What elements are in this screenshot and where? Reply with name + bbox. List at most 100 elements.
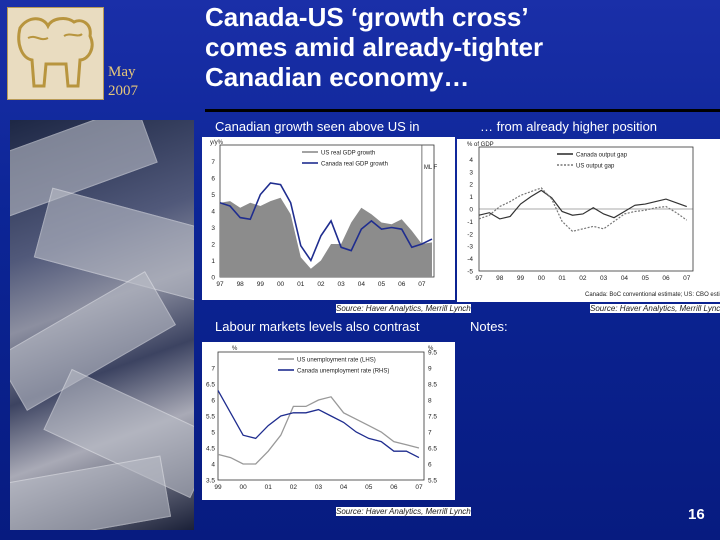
chart1-caption: Canadian growth seen above US in — [215, 119, 420, 134]
output-gap-chart: 4 3 2 1 0 -1 -2 -3 -4 -597 98 99 00 01 02 03 04 05 06 07 % o… — [467, 142, 720, 298]
series-line-us-unemployment — [217, 396, 420, 465]
legend-box — [555, 149, 635, 171]
y-tick-label: -5 — [467, 269, 473, 276]
y-tick-label: -2 — [467, 231, 473, 238]
notes-label: Notes: — [470, 319, 508, 334]
forecast-annotation: ML F — [424, 165, 438, 171]
x-tick-label: 05 — [642, 275, 650, 282]
y-axis-label-left: % — [232, 346, 238, 352]
chart2-caption: … from already higher position — [480, 119, 658, 134]
y-tick-label-right: 6.5 — [428, 446, 437, 453]
x-tick-label: 99 — [257, 281, 265, 288]
series-line-canada-unemployment — [217, 390, 420, 459]
y-tick-label: 1 — [469, 194, 473, 201]
y-tick-label: 2 — [469, 182, 473, 189]
y-tick-label-left: 5 — [211, 430, 215, 437]
y-tick-label-left: 7 — [211, 366, 215, 373]
x-tick-label: 07 — [415, 484, 423, 491]
chart3-caption: Labour markets levels also contrast — [215, 319, 420, 334]
unemployment-chart: 7 6.5 6 5.5 5 4.5 4 3.5 9.5 9 8.5 8 7.5 7 6.5 6 5.5 99 00 0… — [206, 346, 437, 491]
series-line-canada-gdp — [219, 182, 433, 263]
y-tick-label-right: 6 — [428, 462, 432, 469]
y-tick-label: -1 — [467, 219, 473, 226]
y-tick-label: 6 — [211, 176, 215, 183]
date-label: May 2007 — [108, 64, 138, 99]
x-tick-label: 05 — [378, 281, 386, 288]
y-tick-label: 3 — [469, 169, 473, 176]
x-tick-label: 00 — [538, 275, 546, 282]
x-tick-label: 04 — [621, 275, 629, 282]
legend-entry: Canada real GDP growth — [321, 162, 388, 168]
y-tick-label: 2 — [211, 242, 215, 249]
plot-frame — [217, 351, 425, 481]
y-tick-label: 4 — [469, 157, 473, 164]
x-tick-label: 03 — [338, 281, 346, 288]
x-tick-label: 98 — [237, 281, 245, 288]
x-tick-label: 99 — [214, 484, 222, 491]
x-tick-label: 07 — [683, 275, 691, 282]
x-tick-label: 00 — [277, 281, 285, 288]
chart-footnote: Canada: BoC conventional estimate; US: C… — [585, 292, 720, 298]
y-tick-label-right: 8.5 — [428, 382, 437, 389]
chart-output-gap-panel: 4 3 2 1 0 -1 -2 -3 -4 -5 97 98 99 00 01 02 03 04 05 06 07 % o… — [457, 139, 720, 302]
legend-entry: Canada output gap — [576, 153, 628, 159]
y-tick-label-right: 9 — [428, 366, 432, 373]
series-line-canada-output-gap — [478, 189, 687, 220]
x-tick-label: 03 — [315, 484, 323, 491]
x-tick-label: 99 — [517, 275, 525, 282]
y-axis-label: y/y% — [210, 140, 224, 146]
x-tick-label: 97 — [475, 275, 483, 282]
y-tick-label: 1 — [211, 258, 215, 265]
legend-entry: Canada unemployment rate (RHS) — [297, 369, 389, 375]
title-line-1: Canada-US ‘growth cross’ — [205, 2, 529, 32]
y-tick-label: -4 — [467, 256, 473, 263]
slide-title: Canada-US ‘growth cross’ comes amid alre… — [205, 2, 705, 92]
y-axis-label: % of GDP — [467, 142, 494, 148]
y-axis-label-right: % — [428, 346, 434, 352]
y-tick-label: 4 — [211, 209, 215, 216]
banknote-image — [33, 187, 194, 305]
y-tick-label: 0 — [211, 275, 215, 282]
x-tick-label: 07 — [418, 281, 426, 288]
y-tick-label: 3 — [211, 225, 215, 232]
y-tick-label: -3 — [467, 244, 473, 251]
y-tick-label: 7 — [211, 159, 215, 166]
x-tick-label: 01 — [297, 281, 305, 288]
currency-collage-image — [10, 120, 194, 530]
chart1-source: Source: Haver Analytics, Merrill Lynch — [336, 304, 471, 313]
title-line-3: Canadian economy… — [205, 62, 470, 92]
legend-entry: US output gap — [576, 164, 615, 170]
y-tick-label-left: 3.5 — [206, 478, 215, 485]
legend-box — [300, 147, 380, 169]
x-tick-label: 06 — [390, 484, 398, 491]
x-tick-label: 05 — [365, 484, 373, 491]
y-tick-label-right: 8 — [428, 398, 432, 405]
x-tick-label: 02 — [579, 275, 587, 282]
x-tick-label: 06 — [662, 275, 670, 282]
series-line-us-output-gap — [478, 187, 688, 232]
chart-unemployment-panel: 7 6.5 6 5.5 5 4.5 4 3.5 9.5 9 8.5 8 7.5 7 6.5 6 5.5 99 00 0… — [202, 342, 455, 500]
y-tick-label-left: 6.5 — [206, 382, 215, 389]
bull-icon — [17, 17, 94, 88]
legend-entry: US unemployment rate (LHS) — [297, 358, 376, 364]
chart2-source: Source: Haver Analytics, Merrill Lync — [590, 304, 720, 313]
x-tick-label: 04 — [340, 484, 348, 491]
y-tick-label-right: 7.5 — [428, 414, 437, 421]
y-tick-label-right: 5.5 — [428, 478, 437, 485]
x-tick-label: 00 — [240, 484, 248, 491]
legend-box — [276, 354, 376, 376]
x-tick-label: 04 — [358, 281, 366, 288]
bull-logo — [7, 7, 104, 100]
x-tick-label: 01 — [265, 484, 273, 491]
banknote-image — [10, 455, 172, 530]
legend-entry: US real GDP growth — [321, 151, 375, 157]
page-number: 16 — [688, 506, 705, 523]
y-tick-label-right: 7 — [428, 430, 432, 437]
title-line-2: comes amid already-tighter — [205, 32, 544, 62]
y-tick-label: 0 — [469, 207, 473, 214]
x-tick-label: 02 — [290, 484, 298, 491]
y-tick-label-left: 5.5 — [206, 414, 215, 421]
y-tick-label-right: 9.5 — [428, 350, 437, 357]
